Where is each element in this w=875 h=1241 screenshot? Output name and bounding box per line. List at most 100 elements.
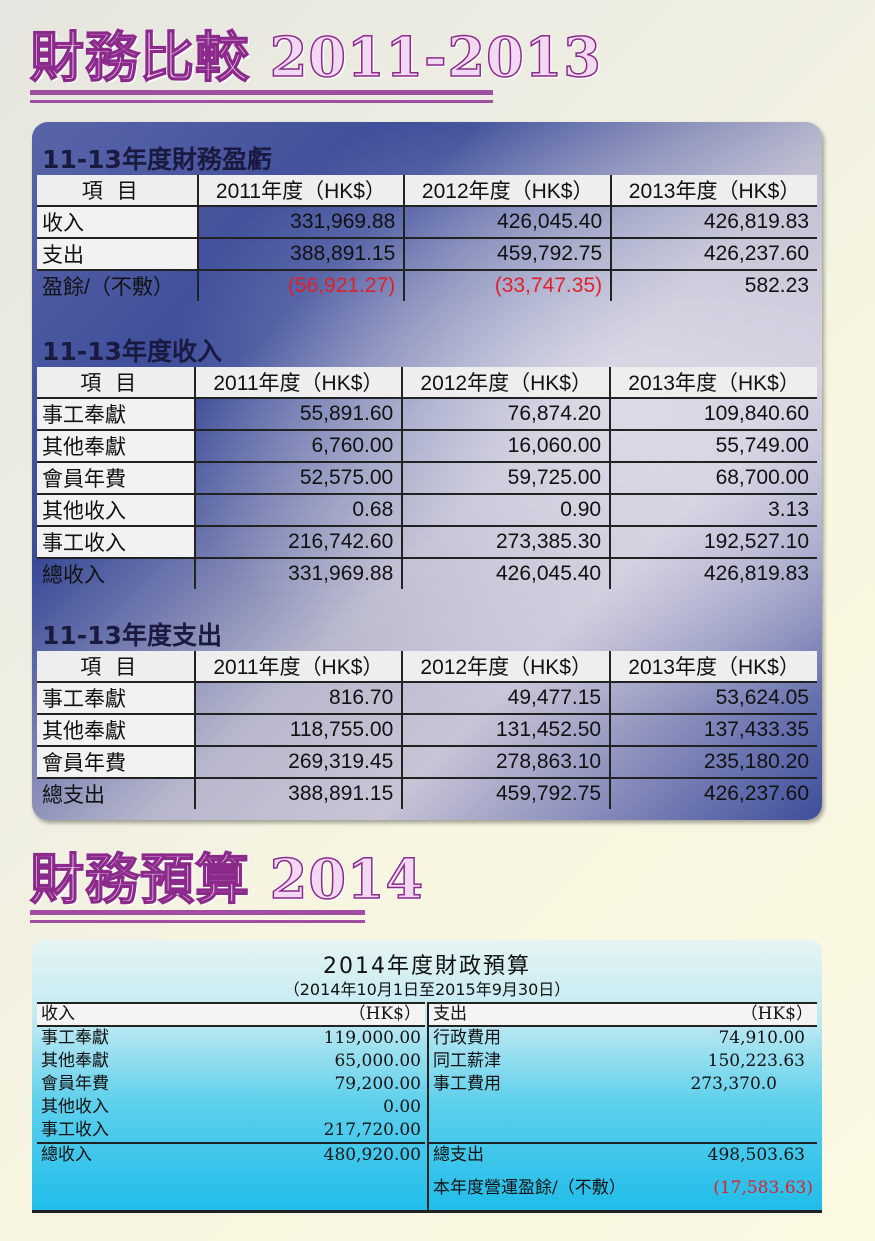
heading-underline-thin <box>30 100 493 103</box>
budget-income-column: 收入 （HK$） 事工奉獻 119,000.00 其他奉獻 65,000.00 會員… <box>37 1002 425 1167</box>
item-value: 480,920.00 <box>323 1145 421 1165</box>
cell-value: 131,452.50 <box>401 714 611 747</box>
table-header-row: 項目 2011年度（HK$） 2012年度（HK$） 2013年度（HK$） <box>37 651 817 683</box>
comparison-panel: 11-13年度財務盈虧 項目 2011年度（HK$） 2012年度（HK$） 2… <box>32 122 822 820</box>
cell-value: 235,180.20 <box>609 746 817 779</box>
heading-underline <box>30 90 493 95</box>
budget-income-header: 收入 （HK$） <box>37 1002 425 1027</box>
cell-value: 269,319.45 <box>193 746 403 779</box>
header-label: 收入 <box>41 1004 75 1024</box>
table-total-row: 盈餘/（不敷） (56,921.27) (33,747.35) 582.23 <box>37 270 817 301</box>
cell-value: 52,575.00 <box>193 462 403 495</box>
budget-income-total: 總收入 480,920.00 <box>37 1142 425 1167</box>
cell-value: 3.13 <box>609 494 817 527</box>
row-label: 盈餘/（不敷） <box>42 276 174 299</box>
cell-value: 331,969.88 <box>193 558 403 589</box>
budget-expense-total: 總支出 498,503.63 <box>429 1142 817 1167</box>
item-label: 本年度營運盈餘/（不敷） <box>433 1178 626 1198</box>
item-value: 0.00 <box>383 1097 421 1117</box>
heading-underline <box>30 910 365 915</box>
header-year: 2011年度（HK$） <box>193 367 403 399</box>
table-row: 事工收入 216,742.60 273,385.30 192,527.10 <box>37 526 817 559</box>
item-label: 會員年費 <box>41 1074 109 1094</box>
cell-value: 331,969.88 <box>196 206 405 239</box>
cell-value: 16,060.00 <box>401 430 611 463</box>
cell-value: 426,819.83 <box>609 558 817 589</box>
header-unit: （HK$） <box>348 1004 421 1024</box>
item-value: 79,200.00 <box>334 1074 421 1094</box>
row-label: 支出 <box>37 238 198 271</box>
item-value: 273,370.0 <box>690 1074 777 1094</box>
list-item: 行政費用 74,910.00 <box>429 1027 817 1050</box>
budget-title: 2014年度財政預算 <box>323 954 531 979</box>
budget-period: （2014年10月1日至2015年9月30日） <box>283 980 571 999</box>
list-item: 其他收入 0.00 <box>37 1096 425 1119</box>
item-label: 事工奉獻 <box>41 1028 109 1048</box>
header-year: 2011年度（HK$） <box>193 651 403 683</box>
cell-value: 53,624.05 <box>609 682 817 715</box>
cell-value-negative: (56,921.27) <box>196 270 405 301</box>
header-item: 項目 <box>37 175 198 207</box>
table-header-row: 項目 2011年度（HK$） 2012年度（HK$） 2013年度（HK$） <box>37 175 817 207</box>
cell-value: 0.90 <box>401 494 611 527</box>
table-row: 事工奉獻 55,891.60 76,874.20 109,840.60 <box>37 398 817 431</box>
income-table: 項目 2011年度（HK$） 2012年度（HK$） 2013年度（HK$） 事… <box>37 367 817 589</box>
item-label: 總支出 <box>433 1145 484 1165</box>
heading-underline-thin <box>30 920 365 923</box>
item-value: 65,000.00 <box>334 1051 421 1071</box>
table-row: 其他奉獻 118,755.00 131,452.50 137,433.35 <box>37 714 817 747</box>
row-label: 總收入 <box>42 564 105 587</box>
header-year: 2013年度（HK$） <box>609 651 817 683</box>
cell-value: 426,237.60 <box>609 778 817 809</box>
cell-value: 0.68 <box>193 494 403 527</box>
row-label: 會員年費 <box>37 746 195 779</box>
cell-value: 55,749.00 <box>609 430 817 463</box>
item-value: 498,503.63 <box>707 1145 805 1165</box>
row-label: 其他奉獻 <box>37 430 195 463</box>
cell-value: 426,819.83 <box>610 206 817 239</box>
cell-value: 582.23 <box>610 270 817 301</box>
cell-value: 55,891.60 <box>193 398 403 431</box>
cell-value: 118,755.00 <box>193 714 403 747</box>
cell-value: 278,863.10 <box>401 746 611 779</box>
row-label: 會員年費 <box>37 462 195 495</box>
item-label: 其他收入 <box>41 1097 109 1117</box>
section-heading-budget: 財務預算 2014 <box>29 847 425 911</box>
item-label: 事工收入 <box>41 1120 109 1140</box>
cell-value: 109,840.60 <box>609 398 817 431</box>
header-item: 項目 <box>37 367 195 399</box>
table-total-row: 總收入 331,969.88 426,045.40 426,819.83 <box>37 558 817 589</box>
header-year: 2012年度（HK$） <box>401 367 611 399</box>
list-item: 其他奉獻 65,000.00 <box>37 1050 425 1073</box>
cell-value: 192,527.10 <box>609 526 817 559</box>
row-label: 收入 <box>37 206 198 239</box>
pl-table: 項目 2011年度（HK$） 2012年度（HK$） 2013年度（HK$） 收… <box>37 175 817 301</box>
income-title: 11-13年度收入 <box>42 337 222 366</box>
row-label: 其他奉獻 <box>37 714 195 747</box>
cell-value: 216,742.60 <box>193 526 403 559</box>
header-year: 2013年度（HK$） <box>609 367 817 399</box>
item-value: 217,720.00 <box>323 1120 421 1140</box>
item-value: 119,000.00 <box>323 1028 421 1048</box>
list-item: 會員年費 79,200.00 <box>37 1073 425 1096</box>
cell-value: 459,792.75 <box>401 778 611 809</box>
table-row: 會員年費 52,575.00 59,725.00 68,700.00 <box>37 462 817 495</box>
cell-value: 459,792.75 <box>403 238 612 271</box>
header-year: 2012年度（HK$） <box>403 175 612 207</box>
row-label: 事工收入 <box>37 526 195 559</box>
table-total-row: 總支出 388,891.15 459,792.75 426,237.60 <box>37 778 817 809</box>
budget-panel: 2014年度財政預算 （2014年10月1日至2015年9月30日） 收入 （H… <box>32 940 822 1213</box>
cell-value: 426,045.40 <box>401 558 611 589</box>
item-label: 總收入 <box>41 1145 92 1165</box>
cell-value: 426,237.60 <box>610 238 817 271</box>
cell-value: 59,725.00 <box>401 462 611 495</box>
budget-expense-header: 支出 （HK$） <box>429 1002 817 1027</box>
list-item: 事工奉獻 119,000.00 <box>37 1027 425 1050</box>
item-label: 同工薪津 <box>433 1051 501 1071</box>
item-value-negative: (17,583.63) <box>713 1178 813 1198</box>
spacer <box>429 1096 817 1142</box>
expense-table: 項目 2011年度（HK$） 2012年度（HK$） 2013年度（HK$） 事… <box>37 651 817 809</box>
cell-value: 388,891.15 <box>193 778 403 809</box>
header-label: 支出 <box>433 1004 467 1024</box>
column-divider <box>427 1002 429 1210</box>
